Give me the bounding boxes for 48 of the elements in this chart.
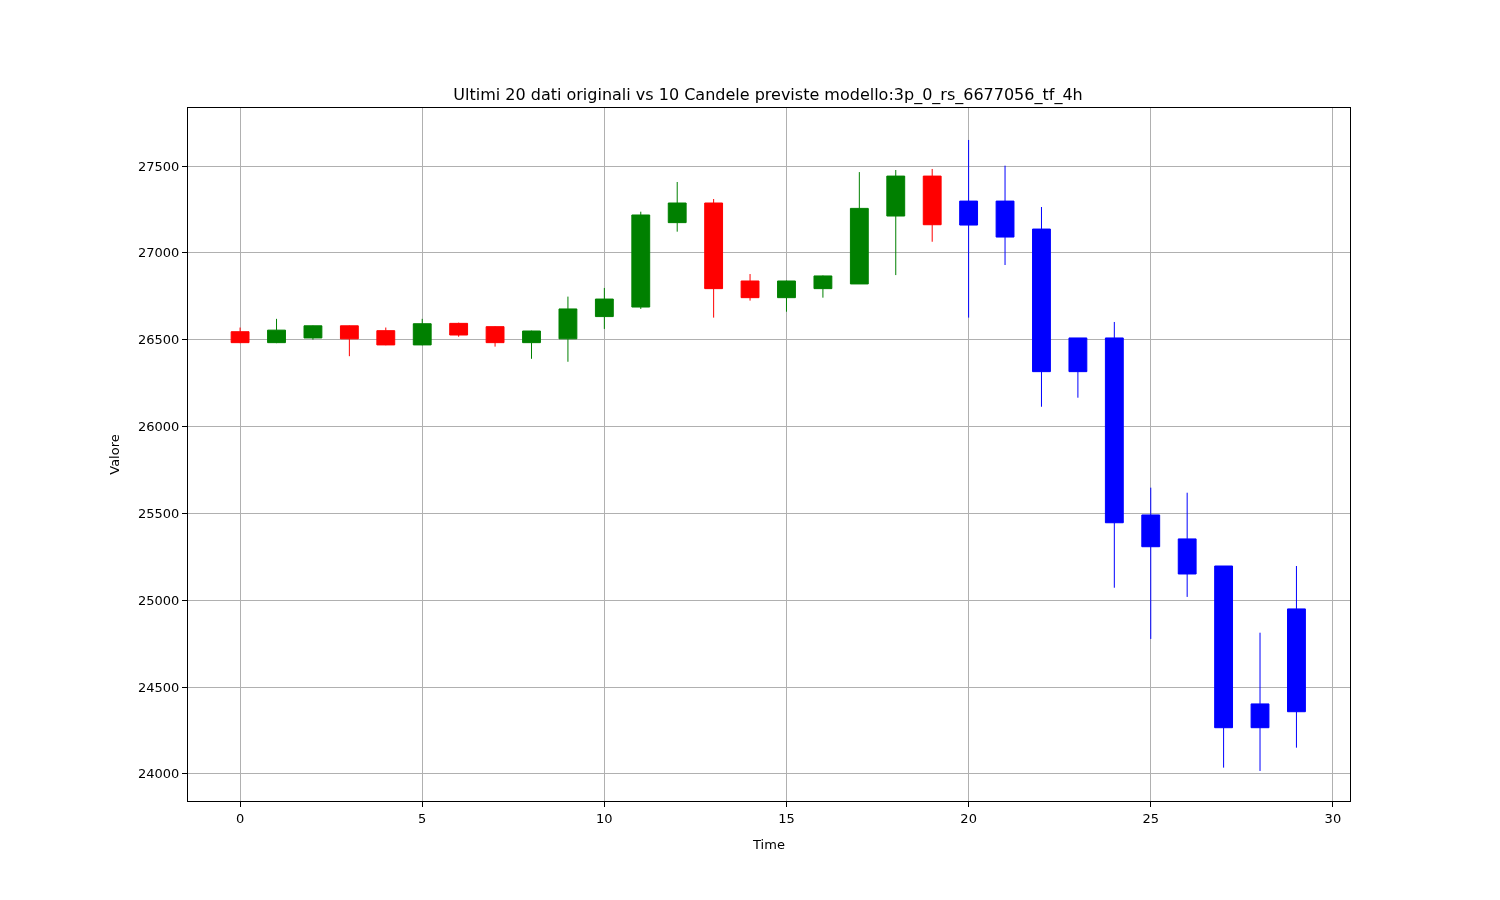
x-tick-label: 0 [235, 810, 245, 826]
y-tick-label: 24500 [138, 679, 180, 695]
candlestick [704, 198, 724, 319]
candlestick [558, 296, 578, 363]
candlestick [485, 325, 505, 348]
y-tick-label: 24000 [138, 766, 180, 782]
candlestick [376, 327, 396, 346]
y-tick-label: 25000 [138, 592, 180, 608]
y-tick-label: 25500 [138, 505, 180, 521]
y-tick-label: 26500 [138, 332, 180, 348]
candlestick [777, 280, 796, 313]
x-axis-title: Time [752, 837, 785, 853]
candlestick [449, 322, 469, 338]
candlestick [1177, 492, 1197, 598]
candlestick [303, 324, 323, 341]
candlestick [339, 324, 359, 357]
candlestick [1068, 337, 1088, 399]
candlestick [959, 139, 979, 319]
y-tick-label: 27000 [138, 245, 180, 261]
candlestick [740, 273, 760, 302]
candlestick [667, 181, 687, 233]
candlestick [412, 318, 432, 346]
chart-title: Ultimi 20 dati originali vs 10 Candele previste modello:3p_0_rs_6677056_tf_4h [453, 85, 1083, 106]
candlestick [1214, 565, 1234, 769]
x-tick-label: 15 [778, 810, 795, 826]
x-tick-label: 25 [1142, 810, 1160, 826]
x-tick-label: 20 [960, 810, 977, 826]
x-tick-label: 30 [1324, 810, 1342, 826]
candlestick [594, 287, 614, 330]
candlestick [267, 318, 286, 344]
candlestick [1104, 321, 1124, 589]
candlestick [522, 330, 541, 360]
candlestick [631, 211, 651, 310]
candlestick [813, 274, 833, 299]
candlestick [1032, 206, 1051, 408]
candlestick [886, 169, 906, 276]
y-tick-label: 26000 [138, 419, 180, 435]
candlestick [849, 171, 869, 285]
candlestick [922, 168, 942, 243]
y-axis-title: Valore [106, 434, 122, 475]
x-tick-label: 10 [596, 810, 613, 826]
candlestick [1141, 487, 1161, 640]
x-tick-label: 5 [418, 810, 427, 826]
candlestick [230, 327, 250, 344]
candlestick [995, 165, 1015, 266]
candlestick [1287, 565, 1306, 749]
candlestick [1250, 632, 1270, 772]
y-tick-label: 27500 [138, 158, 180, 174]
